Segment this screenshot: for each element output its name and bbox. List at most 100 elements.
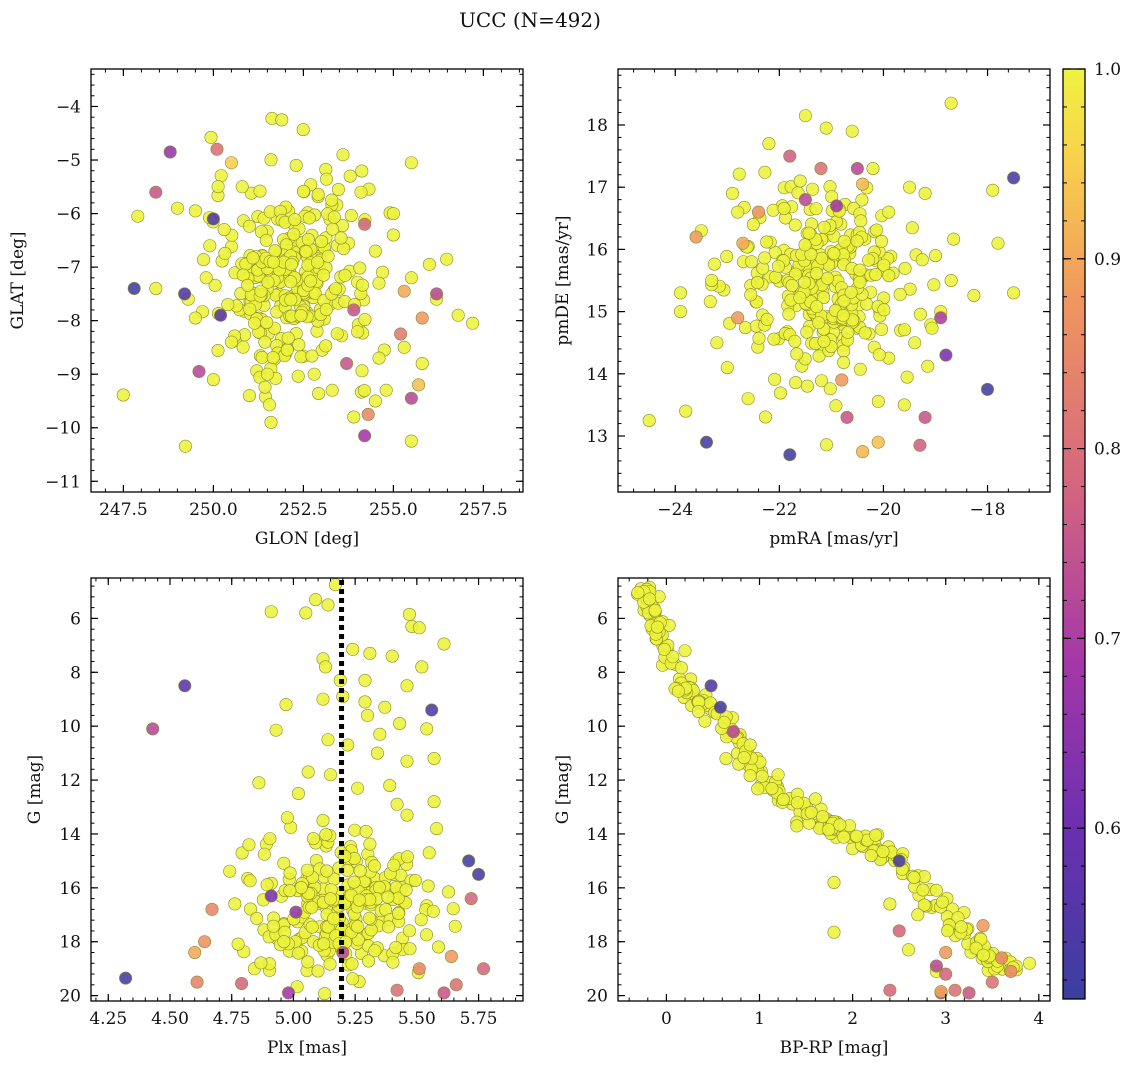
data-point [299, 606, 313, 620]
y-tick-label: 8 [70, 663, 81, 683]
data-point [809, 202, 823, 216]
data-point [269, 723, 283, 737]
data-point [211, 343, 225, 357]
data-point [837, 830, 851, 844]
low-probability-point [892, 854, 906, 868]
data-point [419, 928, 433, 942]
y-tick-label: 18 [586, 933, 608, 953]
data-point [798, 238, 812, 252]
y-tick-label: 12 [59, 771, 81, 791]
data-point [679, 404, 693, 418]
data-point [858, 326, 872, 340]
data-point [823, 382, 837, 396]
data-point [279, 698, 293, 712]
data-point [287, 227, 301, 241]
data-point [800, 379, 814, 393]
data-point [309, 593, 323, 607]
low-probability-point [731, 311, 745, 325]
x-tick-label: 4 [1033, 1009, 1044, 1029]
data-point [353, 864, 367, 878]
data-point [976, 948, 990, 962]
low-probability-point [472, 867, 486, 881]
panel-sky-position: 247.5 250.0 252.5 255.0 257.5 −11 −10 −9 −8 −7 −6 −… [8, 68, 524, 549]
low-probability-point [397, 284, 411, 298]
data-point [300, 863, 314, 877]
y-tick-label: 20 [59, 987, 81, 1007]
data-point [743, 769, 757, 783]
data-point [292, 338, 306, 352]
data-point [758, 165, 772, 179]
colorbar-tick-label: 0.7 [1094, 629, 1121, 649]
data-point [837, 294, 851, 308]
data-point [720, 250, 734, 264]
data-point [954, 920, 968, 934]
data-point [281, 331, 295, 345]
data-point [750, 276, 764, 290]
data-point [853, 275, 867, 289]
low-probability-point [699, 435, 713, 449]
y-axis-label: pmDE [mas/yr] [553, 215, 573, 345]
data-point [379, 383, 393, 397]
data-point [299, 245, 313, 259]
data-point [782, 307, 796, 321]
data-point [853, 263, 867, 277]
data-point [261, 275, 275, 289]
data-point [422, 846, 436, 860]
data-point [743, 738, 757, 752]
data-point [944, 96, 958, 110]
data-point [257, 847, 271, 861]
data-point [967, 288, 981, 302]
data-point [351, 325, 365, 339]
low-probability-point [995, 951, 1009, 965]
x-tick-label: 257.5 [459, 500, 508, 520]
data-point [788, 218, 802, 232]
low-probability-point [146, 722, 160, 736]
data-point [246, 251, 260, 265]
data-point [283, 866, 297, 880]
data-point [359, 824, 373, 838]
data-point [827, 875, 841, 889]
data-point [643, 592, 657, 606]
low-probability-point [704, 679, 718, 693]
data-point [218, 246, 232, 260]
data-point [264, 605, 278, 619]
data-point [318, 987, 332, 1001]
data-point [437, 637, 451, 651]
data-point [347, 875, 361, 889]
data-point [448, 919, 462, 933]
data-point [311, 187, 325, 201]
data-point [720, 361, 734, 375]
data-point [381, 890, 395, 904]
data-point [827, 246, 841, 260]
axes-frame [90, 577, 524, 1002]
x-tick-label: 2 [847, 1009, 858, 1029]
data-point [785, 278, 799, 292]
data-point [404, 271, 418, 285]
y-tick-label: 16 [586, 879, 608, 899]
data-point [788, 334, 802, 348]
data-point [673, 286, 687, 300]
data-point [837, 355, 851, 369]
data-point [217, 223, 231, 237]
y-tick-label: −8 [56, 312, 81, 332]
low-probability-point [751, 205, 765, 219]
data-point [897, 323, 911, 337]
data-point [370, 746, 384, 760]
data-point [827, 925, 841, 939]
data-point [751, 782, 765, 796]
data-point [197, 253, 211, 267]
data-point [790, 819, 804, 833]
low-probability-point [962, 986, 976, 1000]
data-point [329, 282, 343, 296]
data-point [412, 621, 426, 635]
data-point [755, 769, 769, 783]
data-point [929, 883, 943, 897]
x-tick-label: 5.50 [398, 1009, 436, 1029]
colorbar-tick-label: 0.9 [1094, 250, 1121, 270]
low-probability-point [347, 303, 361, 317]
data-point [414, 913, 428, 927]
data-point [855, 193, 869, 207]
data-point [790, 796, 804, 810]
data-point [375, 265, 389, 279]
y-tick-label: 20 [586, 987, 608, 1007]
